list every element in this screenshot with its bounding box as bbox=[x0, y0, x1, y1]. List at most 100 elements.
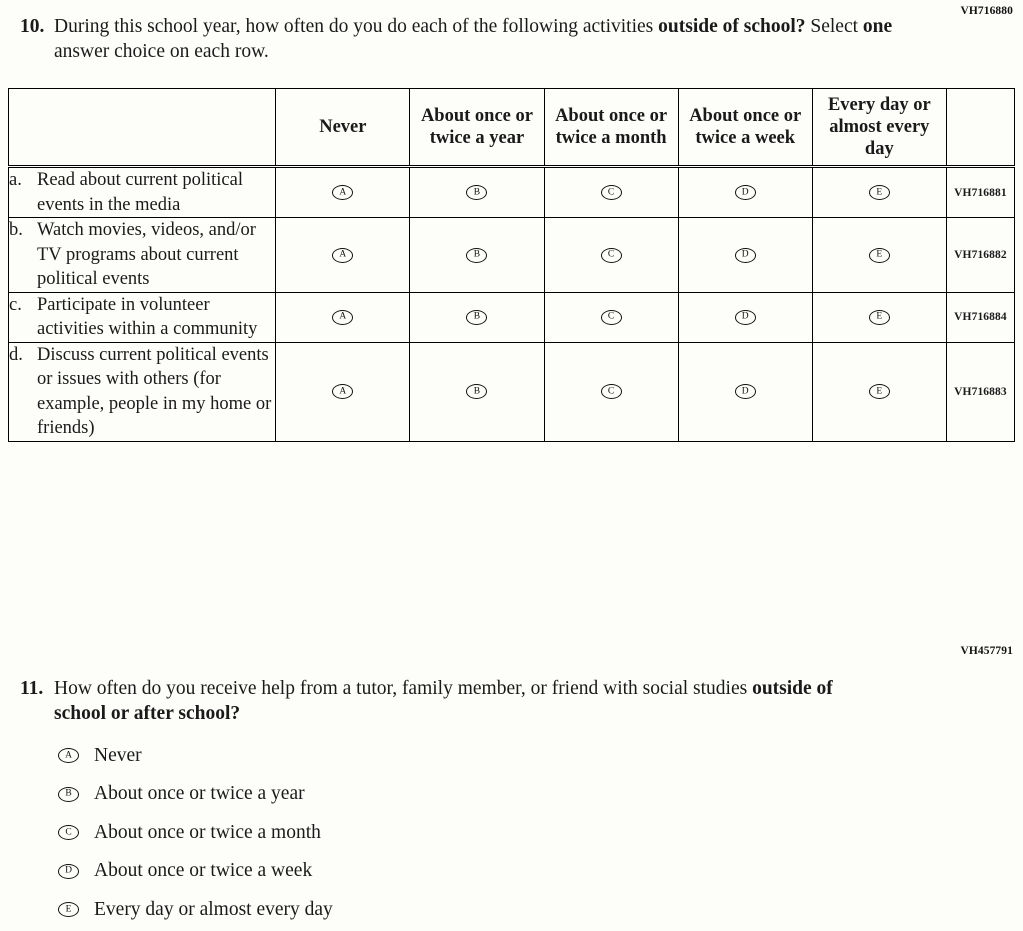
answer-option-bubble-wrap[interactable]: D bbox=[58, 862, 94, 880]
answer-option-b[interactable]: B About once or twice a year bbox=[58, 775, 758, 814]
matrix-row-letter: c. bbox=[9, 294, 22, 315]
bubble-e-icon[interactable]: E bbox=[868, 384, 890, 400]
matrix-row-item-code: VH716884 bbox=[945, 291, 1016, 343]
bubble-c-icon[interactable]: C bbox=[600, 384, 622, 400]
matrix-header-once-twice-month: About once or twice a month bbox=[543, 88, 679, 168]
bubble-b-icon[interactable]: B bbox=[466, 384, 488, 400]
matrix-option-cell-a[interactable]: A bbox=[275, 166, 411, 218]
answer-option-label: About once or twice a week bbox=[94, 860, 313, 882]
matrix-option-cell-a[interactable]: A bbox=[275, 341, 411, 442]
matrix-header-item-code bbox=[945, 88, 1016, 168]
bubble-letter: D bbox=[741, 386, 749, 397]
question-10-text-bold2: one bbox=[862, 16, 893, 37]
bubble-d-icon[interactable]: D bbox=[734, 309, 756, 325]
matrix-row-item-code: VH716883 bbox=[945, 341, 1016, 442]
matrix-option-cell-d[interactable]: D bbox=[677, 217, 813, 293]
question-10-text-part2: Select bbox=[805, 16, 863, 37]
matrix-row-stem: b. Watch movies, videos, and/or TV progra… bbox=[7, 217, 277, 293]
question-11-text-part1: How often do you receive help from a tut… bbox=[54, 678, 753, 699]
matrix-option-cell-d[interactable]: D bbox=[677, 341, 813, 442]
matrix-option-cell-c[interactable]: C bbox=[543, 217, 679, 293]
matrix-option-cell-c[interactable]: C bbox=[543, 291, 679, 343]
matrix-option-cell-b[interactable]: B bbox=[409, 217, 545, 293]
question-10-text-part1: During this school year, how often do yo… bbox=[54, 16, 659, 37]
answer-option-bubble-wrap[interactable]: C bbox=[58, 823, 94, 841]
bubble-letter: E bbox=[876, 311, 883, 322]
matrix-option-cell-a[interactable]: A bbox=[275, 291, 411, 343]
bubble-letter: A bbox=[339, 311, 347, 322]
matrix-option-cell-e[interactable]: E bbox=[811, 166, 947, 218]
answer-option-bubble-wrap[interactable]: A bbox=[58, 746, 94, 764]
matrix-row-label: Participate in volunteer activities with… bbox=[37, 294, 258, 340]
bubble-b-icon[interactable]: B bbox=[466, 247, 488, 263]
bubble-d-icon[interactable]: D bbox=[734, 185, 756, 201]
matrix-option-cell-e[interactable]: E bbox=[811, 341, 947, 442]
bubble-c-icon[interactable]: C bbox=[600, 247, 622, 263]
bubble-b-icon[interactable]: B bbox=[466, 309, 488, 325]
bubble-letter: A bbox=[339, 249, 347, 260]
question-11-text: How often do you receive help from a tut… bbox=[54, 676, 884, 726]
bubble-b-icon[interactable]: B bbox=[58, 786, 79, 802]
matrix-row-item-code: VH716881 bbox=[945, 166, 1016, 218]
matrix-row-label: Read about current political events in t… bbox=[37, 170, 243, 215]
matrix-option-cell-d[interactable]: D bbox=[677, 166, 813, 218]
item-code-question-10: VH716880 bbox=[960, 5, 1013, 17]
matrix-header-blank bbox=[7, 88, 277, 168]
bubble-e-icon[interactable]: E bbox=[58, 902, 79, 918]
bubble-letter: C bbox=[607, 249, 615, 260]
answer-option-c[interactable]: C About once or twice a month bbox=[58, 813, 758, 852]
bubble-letter: D bbox=[741, 311, 749, 322]
bubble-c-icon[interactable]: C bbox=[600, 309, 622, 325]
bubble-letter: E bbox=[876, 187, 883, 198]
bubble-e-icon[interactable]: E bbox=[868, 247, 890, 263]
matrix-header-never: Never bbox=[275, 88, 411, 168]
matrix-row: c. Participate in volunteer activities wi… bbox=[7, 291, 1016, 343]
answer-option-label: About once or twice a year bbox=[94, 783, 305, 805]
answer-option-d[interactable]: D About once or twice a week bbox=[58, 852, 758, 891]
bubble-letter: C bbox=[65, 826, 72, 837]
question-10-text-part3: answer choice on each row. bbox=[54, 41, 269, 62]
matrix-header-every-day: Every day or almost every day bbox=[811, 88, 947, 168]
matrix-header-once-twice-year: About once or twice a year bbox=[409, 88, 545, 168]
bubble-d-icon[interactable]: D bbox=[734, 247, 756, 263]
bubble-c-icon[interactable]: C bbox=[58, 825, 79, 841]
matrix-row-stem: d. Discuss current political events or is… bbox=[7, 341, 277, 442]
matrix-row-label: Discuss current political events or issu… bbox=[37, 344, 272, 439]
answer-option-label: Never bbox=[94, 744, 142, 766]
question-11-text-bold1: outside of school or after school? bbox=[54, 678, 833, 724]
matrix-option-cell-b[interactable]: B bbox=[409, 291, 545, 343]
bubble-a-icon[interactable]: A bbox=[332, 384, 354, 400]
matrix-option-cell-e[interactable]: E bbox=[811, 291, 947, 343]
bubble-d-icon[interactable]: D bbox=[734, 384, 756, 400]
bubble-a-icon[interactable]: A bbox=[332, 185, 354, 201]
matrix-option-cell-d[interactable]: D bbox=[677, 291, 813, 343]
matrix-option-cell-c[interactable]: C bbox=[543, 341, 679, 442]
bubble-a-icon[interactable]: A bbox=[332, 309, 354, 325]
matrix-option-cell-e[interactable]: E bbox=[811, 217, 947, 293]
matrix-option-cell-b[interactable]: B bbox=[409, 341, 545, 442]
question-11-stem: 11. How often do you receive help from a… bbox=[18, 676, 918, 726]
bubble-letter: E bbox=[876, 249, 883, 260]
bubble-letter: C bbox=[607, 187, 615, 198]
answer-option-bubble-wrap[interactable]: B bbox=[58, 785, 94, 803]
matrix-row: b. Watch movies, videos, and/or TV progra… bbox=[7, 217, 1016, 293]
question-10-text-bold1: outside of school? bbox=[658, 16, 806, 37]
matrix-option-cell-a[interactable]: A bbox=[275, 217, 411, 293]
bubble-letter: E bbox=[876, 386, 883, 397]
bubble-e-icon[interactable]: E bbox=[868, 309, 890, 325]
matrix-option-cell-c[interactable]: C bbox=[543, 166, 679, 218]
bubble-b-icon[interactable]: B bbox=[466, 185, 488, 201]
bubble-a-icon[interactable]: A bbox=[332, 247, 354, 263]
bubble-c-icon[interactable]: C bbox=[600, 185, 622, 201]
bubble-d-icon[interactable]: D bbox=[58, 863, 79, 879]
bubble-letter: D bbox=[741, 249, 749, 260]
matrix-row-stem: a. Read about current political events in… bbox=[7, 166, 277, 218]
answer-option-a[interactable]: A Never bbox=[58, 736, 758, 775]
answer-option-bubble-wrap[interactable]: E bbox=[58, 900, 94, 918]
question-11-answer-options: A Never B About once or twice a year C About … bbox=[58, 736, 758, 929]
bubble-e-icon[interactable]: E bbox=[868, 185, 890, 201]
bubble-a-icon[interactable]: A bbox=[58, 748, 79, 764]
answer-option-e[interactable]: E Every day or almost every day bbox=[58, 890, 758, 929]
matrix-option-cell-b[interactable]: B bbox=[409, 166, 545, 218]
bubble-letter: B bbox=[473, 249, 481, 260]
